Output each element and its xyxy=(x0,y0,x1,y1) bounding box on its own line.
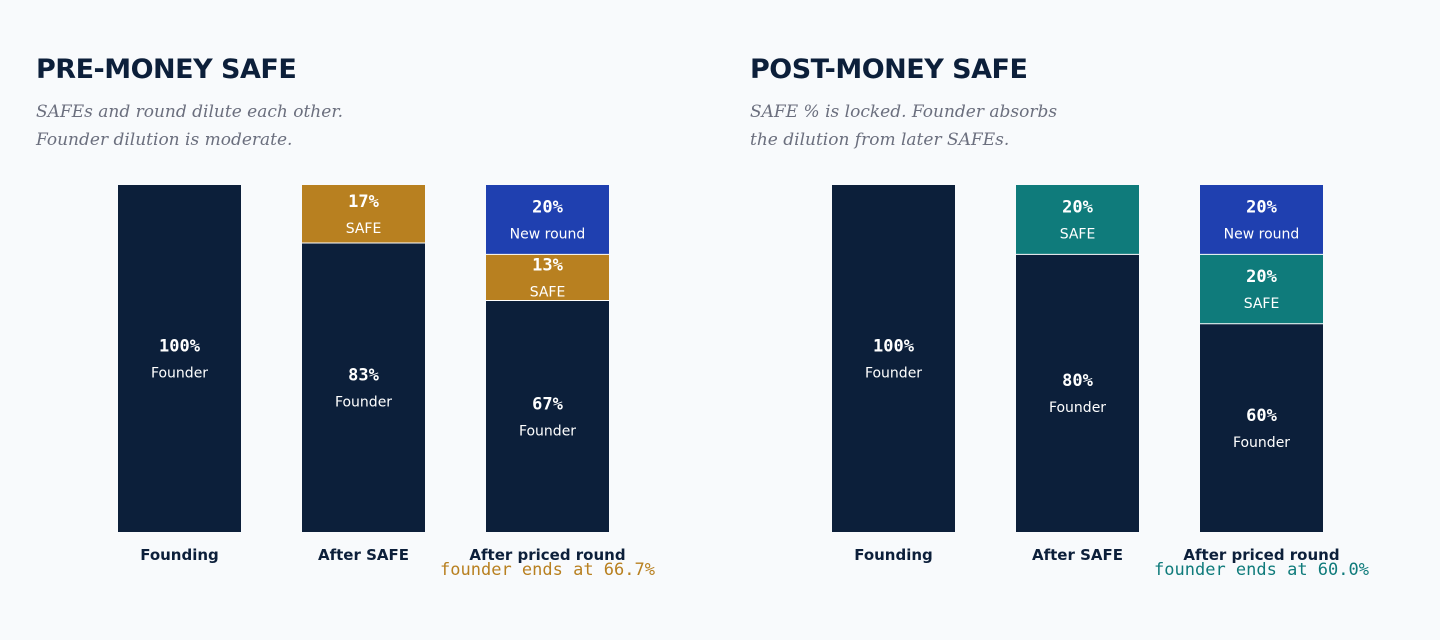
data-label-founder: 83% xyxy=(348,365,379,385)
category-label: Founding xyxy=(854,546,933,564)
bar-segment-founder xyxy=(832,185,955,532)
bar-segment-safe xyxy=(1016,185,1139,255)
category-label: After SAFE xyxy=(318,546,409,564)
segment-name-safe: SAFE xyxy=(530,284,566,300)
segment-name-safe: SAFE xyxy=(1060,227,1096,243)
bar-segment-founder xyxy=(486,300,609,532)
data-label-safe: 20% xyxy=(1246,267,1277,287)
data-label-founder: 80% xyxy=(1062,371,1093,391)
data-label-new-round: 20% xyxy=(532,198,563,218)
pre-money-subtitle-line-2: Founder dilution is moderate. xyxy=(36,130,293,150)
founder-ends-annotation: founder ends at 66.7% xyxy=(440,560,655,580)
data-label-founder: 100% xyxy=(159,337,201,357)
bar-segment-safe xyxy=(1200,254,1323,324)
bar-segment-safe xyxy=(486,254,609,301)
category-label: After SAFE xyxy=(1032,546,1123,564)
segment-name-founder: Founder xyxy=(1049,400,1106,416)
pre-money-title: PRE-MONEY SAFE xyxy=(36,54,297,85)
category-label: After priced round xyxy=(1183,546,1339,564)
bar-segment-founder xyxy=(302,242,425,532)
pre-money-subtitle-line-1: SAFEs and round dilute each other. xyxy=(36,102,343,122)
segment-name-new-round: New round xyxy=(1224,227,1300,243)
segment-name-founder: Founder xyxy=(1233,435,1290,451)
data-label-founder: 60% xyxy=(1246,406,1277,426)
category-label: Founding xyxy=(140,546,219,564)
segment-name-safe: SAFE xyxy=(346,221,382,237)
pre-money-panel: PRE-MONEY SAFE SAFEs and round dilute ea… xyxy=(0,0,700,640)
data-label-safe: 13% xyxy=(532,255,563,275)
segment-name-safe: SAFE xyxy=(1244,296,1280,312)
data-label-safe: 17% xyxy=(348,192,379,212)
bar-segment-safe xyxy=(302,185,425,243)
bar-segment-founder xyxy=(1200,323,1323,532)
post-money-chart: 100% Founder Founding 80% Founder 20% SAFE Afte… xyxy=(832,185,1369,580)
bar-segment-new-round xyxy=(486,185,609,255)
bar-segment-founder xyxy=(118,185,241,532)
segment-name-founder: Founder xyxy=(865,366,922,382)
post-money-subtitle-line-1: SAFE % is locked. Founder absorbs xyxy=(750,102,1058,122)
bar-segment-founder xyxy=(1016,254,1139,532)
bar-segment-new-round xyxy=(1200,185,1323,255)
post-money-subtitle: SAFE % is locked. Founder absorbs the di… xyxy=(750,98,1057,154)
data-label-new-round: 20% xyxy=(1246,198,1277,218)
data-label-safe: 20% xyxy=(1062,198,1093,218)
segment-name-founder: Founder xyxy=(519,423,576,439)
data-label-founder: 100% xyxy=(873,337,915,357)
segment-name-new-round: New round xyxy=(510,227,586,243)
category-label: After priced round xyxy=(469,546,625,564)
post-money-title: POST-MONEY SAFE xyxy=(750,54,1028,85)
post-money-panel: POST-MONEY SAFE SAFE % is locked. Founde… xyxy=(714,0,1414,640)
segment-name-founder: Founder xyxy=(151,366,208,382)
segment-name-founder: Founder xyxy=(335,394,392,410)
pre-money-chart: 100% Founder Founding 83% Founder 17% SAFE Afte… xyxy=(118,185,655,580)
pre-money-subtitle: SAFEs and round dilute each other. Found… xyxy=(36,98,343,154)
post-money-subtitle-line-2: the dilution from later SAFEs. xyxy=(750,130,1010,150)
data-label-founder: 67% xyxy=(532,394,563,414)
founder-ends-annotation: founder ends at 60.0% xyxy=(1154,560,1369,580)
